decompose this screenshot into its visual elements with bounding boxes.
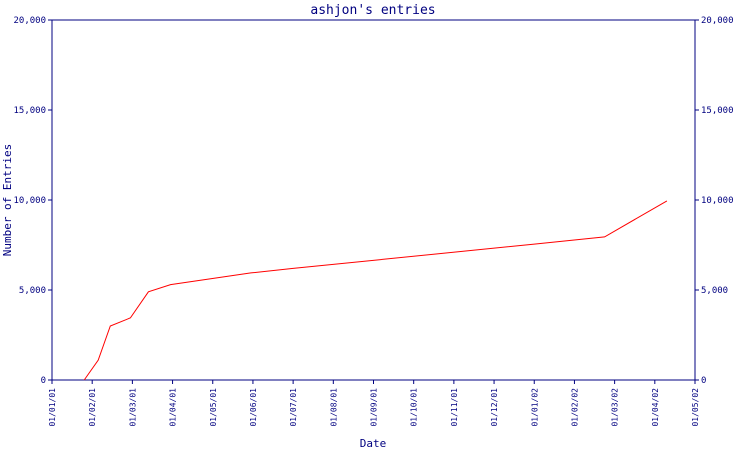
plot-border bbox=[51, 19, 696, 381]
plot-frame bbox=[51, 19, 696, 381]
y-tick-label-left: 5,000 bbox=[19, 286, 46, 296]
axis-ticks: 0 0 5,000 5,000 10,000 10,000 15,000 15,000 20,0… bbox=[13, 16, 733, 427]
y-tick-label-right: 15,000 bbox=[701, 106, 734, 116]
x-tick-label: 01/01/02 bbox=[530, 388, 539, 427]
x-tick-label: 01/10/01 bbox=[410, 388, 419, 427]
x-tick-label: 01/01/01 bbox=[48, 388, 57, 427]
x-tick-label: 01/02/01 bbox=[88, 388, 97, 427]
x-tick-label: 01/08/01 bbox=[329, 388, 338, 427]
y-tick-label-right: 20,000 bbox=[701, 16, 734, 26]
x-axis-label: Date bbox=[360, 437, 387, 450]
x-tick-label: 01/05/02 bbox=[691, 388, 700, 427]
series-layer bbox=[83, 200, 668, 381]
y-tick-label-right: 0 bbox=[701, 376, 706, 386]
chart-title: ashjon's entries bbox=[310, 3, 435, 18]
x-tick-label: 01/06/01 bbox=[249, 388, 258, 427]
series-line bbox=[83, 200, 668, 381]
y-tick-label-left: 20,000 bbox=[13, 16, 46, 26]
x-tick-label: 01/04/01 bbox=[169, 388, 178, 427]
y-tick-label-left: 0 bbox=[41, 376, 46, 386]
x-tick-label: 01/03/01 bbox=[128, 388, 137, 427]
x-tick-label: 01/03/02 bbox=[611, 388, 620, 427]
y-axis-label: Number of Entries bbox=[1, 144, 14, 257]
x-tick-label: 01/02/02 bbox=[570, 388, 579, 427]
x-tick-label: 01/12/01 bbox=[490, 388, 499, 427]
x-tick-label: 01/11/01 bbox=[450, 388, 459, 427]
x-tick-label: 01/04/02 bbox=[651, 388, 660, 427]
y-tick-label-left: 10,000 bbox=[13, 196, 46, 206]
x-tick-label: 01/07/01 bbox=[289, 388, 298, 427]
y-tick-label-right: 10,000 bbox=[701, 196, 734, 206]
x-tick-label: 01/05/01 bbox=[209, 388, 218, 427]
y-tick-label-left: 15,000 bbox=[13, 106, 46, 116]
y-tick-label-right: 5,000 bbox=[701, 286, 728, 296]
x-tick-label: 01/09/01 bbox=[370, 388, 379, 427]
